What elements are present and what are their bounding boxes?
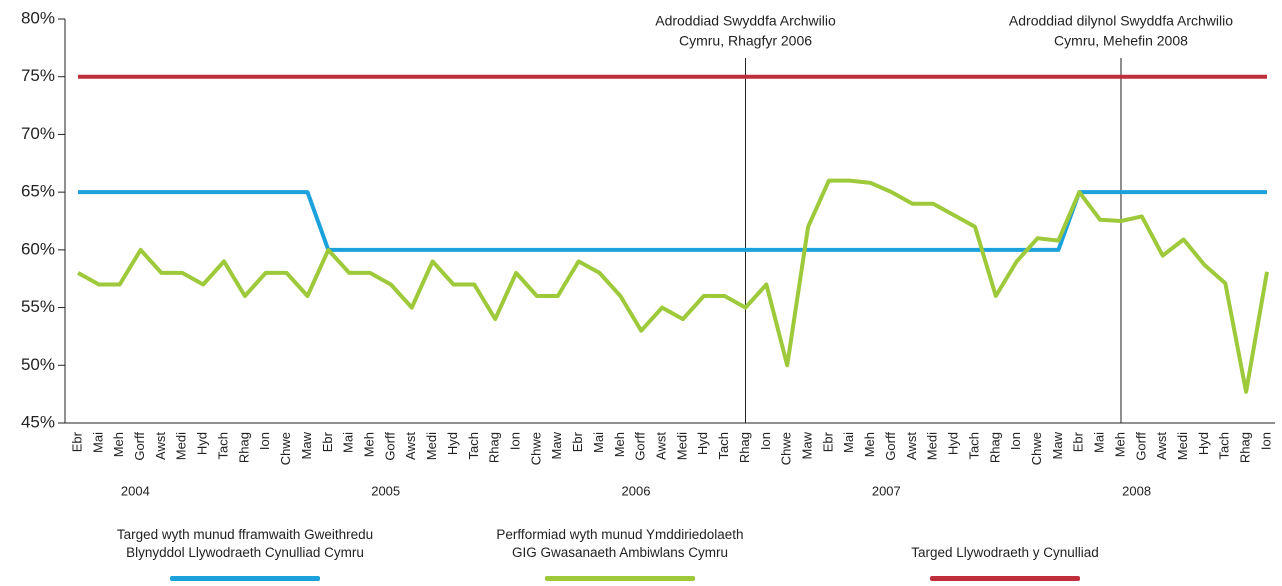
x-tick-label: Mai bbox=[90, 432, 105, 453]
x-tick-label: Rhag bbox=[487, 432, 502, 463]
x-tick-label: Chwe bbox=[779, 432, 794, 465]
x-tick-label: Ion bbox=[257, 432, 272, 450]
legend-label: Targed wyth munud fframwaith Gweithredu … bbox=[116, 527, 374, 560]
x-tick-label: Awst bbox=[403, 432, 418, 460]
x-tick-label: Meh bbox=[862, 432, 877, 457]
x-tick-label: Awst bbox=[153, 432, 168, 460]
x-tick-label: Awst bbox=[1154, 432, 1169, 460]
y-tick-label: 65% bbox=[21, 182, 55, 201]
x-tick-label: Maw bbox=[800, 431, 815, 459]
x-tick-label: Ion bbox=[507, 432, 522, 450]
x-tick-label: Meh bbox=[1112, 432, 1127, 457]
y-tick-label: 80% bbox=[21, 8, 55, 27]
legend-swatch bbox=[930, 576, 1080, 581]
series-line bbox=[77, 178, 1269, 394]
y-tick-label: 50% bbox=[21, 355, 55, 374]
x-tick-label: Ebr bbox=[1071, 431, 1086, 452]
x-tick-label: Tach bbox=[466, 432, 481, 459]
x-tick-label: Meh bbox=[612, 432, 627, 457]
x-tick-label: Ion bbox=[1008, 432, 1023, 450]
x-tick-label: Ebr bbox=[69, 431, 84, 452]
x-tick-label: Awst bbox=[904, 432, 919, 460]
x-tick-label: Gorff bbox=[1133, 432, 1148, 461]
x-tick-label: Gorff bbox=[132, 432, 147, 461]
year-label: 2004 bbox=[121, 483, 150, 498]
x-tick-label: Ion bbox=[1258, 432, 1273, 450]
x-tick-label: Hyd bbox=[946, 432, 961, 455]
x-tick-label: Tach bbox=[966, 432, 981, 459]
year-label: 2008 bbox=[1122, 483, 1151, 498]
x-tick-label: Rhag bbox=[987, 432, 1002, 463]
x-tick-label: Tach bbox=[1217, 432, 1232, 459]
x-tick-label: Rhag bbox=[737, 432, 752, 463]
legend-swatch bbox=[170, 576, 320, 581]
year-label: 2007 bbox=[872, 483, 901, 498]
x-tick-label: Rhag bbox=[1238, 432, 1253, 463]
legend-item: Targed Llywodraeth y Cynulliad bbox=[835, 526, 1175, 581]
annotation-text: Cymru, Mehefin 2008 bbox=[1054, 33, 1188, 49]
y-tick-label: 55% bbox=[21, 297, 55, 316]
x-tick-label: Maw bbox=[299, 431, 314, 459]
x-tick-label: Ebr bbox=[570, 431, 585, 452]
x-tick-label: Maw bbox=[549, 431, 564, 459]
x-tick-label: Tach bbox=[215, 432, 230, 459]
chart: 45% 50% 55% 60% 65% 70% 75% 80% Ebr Mai Meh Gorff Aw… bbox=[21, 8, 1275, 498]
x-tick-label: Rhag bbox=[236, 432, 251, 463]
x-tick-label: Medi bbox=[674, 432, 689, 460]
x-tick-label: Mai bbox=[341, 432, 356, 453]
x-tick-label: Medi bbox=[174, 432, 189, 460]
x-tick-label: Hyd bbox=[695, 432, 710, 455]
legend-item: Perfformiad wyth munud Ymddiriedolaeth G… bbox=[450, 526, 790, 581]
legend-label: Perfformiad wyth munud Ymddiriedolaeth G… bbox=[496, 527, 744, 560]
legend-swatch bbox=[545, 576, 695, 581]
x-tick-label: Ebr bbox=[820, 431, 835, 452]
y-tick-label: 60% bbox=[21, 239, 55, 258]
x-tick-label: Gorff bbox=[382, 432, 397, 461]
x-tick-label: Hyd bbox=[195, 432, 210, 455]
x-tick-label: Awst bbox=[654, 432, 669, 460]
x-tick-label: Chwe bbox=[528, 432, 543, 465]
x-tick-label: Meh bbox=[361, 432, 376, 457]
legend-item: Targed wyth munud fframwaith Gweithredu … bbox=[75, 526, 415, 581]
y-tick-label: 75% bbox=[21, 66, 55, 85]
annotation-text: Cymru, Rhagfyr 2006 bbox=[679, 33, 812, 49]
x-tick-label: Mai bbox=[841, 432, 856, 453]
x-tick-label: Hyd bbox=[1196, 432, 1211, 455]
x-tick-label: Ion bbox=[758, 432, 773, 450]
x-tick-label: Meh bbox=[111, 432, 126, 457]
x-tick-label: Tach bbox=[716, 432, 731, 459]
x-tick-label: Medi bbox=[424, 432, 439, 460]
annotation-text: Adroddiad Swyddfa Archwilio bbox=[655, 13, 836, 29]
year-label: 2005 bbox=[371, 483, 400, 498]
y-tick-label: 45% bbox=[21, 412, 55, 431]
x-tick-label: Maw bbox=[1050, 431, 1065, 459]
y-tick-label: 70% bbox=[21, 124, 55, 143]
annotation-text: Adroddiad dilynol Swyddfa Archwilio bbox=[1009, 13, 1233, 29]
x-tick-label: Ebr bbox=[320, 431, 335, 452]
x-tick-label: Gorff bbox=[633, 432, 648, 461]
x-tick-label: Mai bbox=[591, 432, 606, 453]
legend-label: Targed Llywodraeth y Cynulliad bbox=[911, 545, 1099, 560]
x-tick-label: Mai bbox=[1092, 432, 1107, 453]
x-tick-label: Medi bbox=[925, 432, 940, 460]
x-tick-label: Gorff bbox=[883, 432, 898, 461]
x-tick-label: Chwe bbox=[1029, 432, 1044, 465]
x-tick-label: Hyd bbox=[445, 432, 460, 455]
x-tick-label: Medi bbox=[1175, 432, 1190, 460]
x-tick-label: Chwe bbox=[278, 432, 293, 465]
year-label: 2006 bbox=[622, 483, 651, 498]
series-line bbox=[78, 190, 1267, 252]
